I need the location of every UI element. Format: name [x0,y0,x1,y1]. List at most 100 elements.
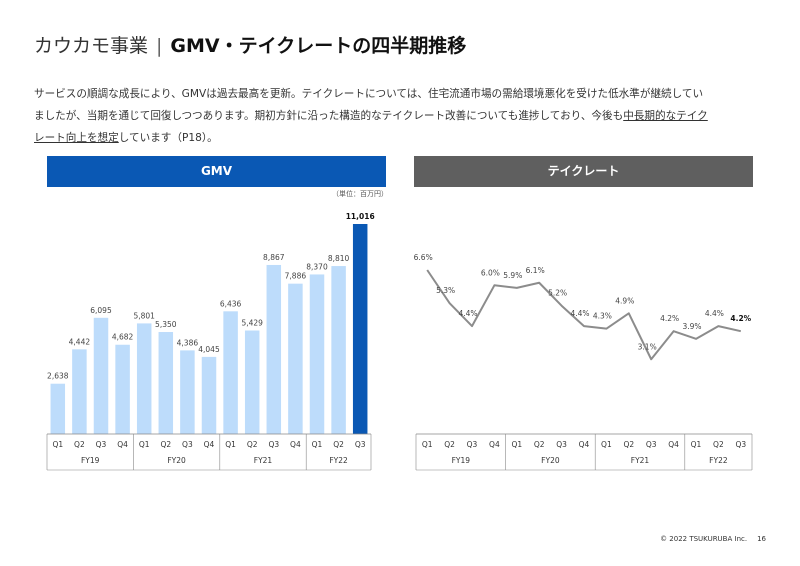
x-tick-label: Q3 [182,440,193,449]
description-text: サービスの順調な成長により、GMVは過去最高を更新。テイクレートについては、住宅… [34,83,768,149]
x-tick-label: Q1 [601,440,612,449]
x-tick-label: Q2 [623,440,634,449]
x-tick-label: Q1 [691,440,702,449]
gmv-bar [93,317,109,434]
gmv-bar [201,356,217,434]
gmv-data-label: 8,867 [263,253,285,262]
take-rate-data-label: 5.3% [436,286,455,295]
gmv-bar [50,383,66,434]
take-rate-data-label: 5.9% [503,271,522,280]
gmv-bar [115,344,130,434]
title-separator: | [156,35,163,57]
x-tick-label: Q3 [355,440,366,449]
take-rate-data-label: 4.4% [458,309,477,318]
take-rate-data-label: 6.6% [414,253,433,262]
take-rate-data-label: 4.4% [705,309,724,318]
take-rate-data-label: 4.9% [615,296,634,305]
take-rate-data-label: 3.9% [682,322,701,331]
gmv-data-label: 7,886 [285,272,307,281]
x-tick-label: Q2 [333,440,344,449]
take-rate-data-label: 4.2% [730,314,751,323]
x-tick-label: Q2 [534,440,545,449]
x-tick-label: Q3 [556,440,567,449]
x-tick-label: Q1 [312,440,323,449]
take-rate-data-label: 5.2% [548,289,567,298]
gmv-data-label: 6,095 [90,306,112,315]
gmv-data-label: 8,810 [328,254,350,263]
description-underline-2: レート向上を想定 [34,132,119,144]
gmv-bar [72,349,87,434]
description-line-2: ましたが、当期を通じて回復しつつあります。期初方針に沿った構造的なテイクレート改… [34,110,624,122]
fiscal-year-label: FY22 [709,456,728,465]
x-tick-label: Q1 [511,440,522,449]
x-tick-label: Q2 [713,440,724,449]
fiscal-year-label: FY21 [631,456,650,465]
fiscal-year-label: FY20 [167,456,186,465]
take-rate-panel-header: テイクレート [414,156,753,187]
x-tick-label: Q4 [290,440,301,449]
take-rate-line [426,269,742,361]
gmv-data-label: 11,016 [346,212,375,221]
x-tick-label: Q4 [579,440,590,449]
gmv-data-label: 8,370 [306,262,328,271]
take-rate-data-label: 4.4% [570,309,589,318]
gmv-bar [158,332,174,434]
x-tick-label: Q1 [225,440,236,449]
x-tick-label: Q4 [668,440,679,449]
gmv-bar [136,323,152,434]
x-tick-label: Q4 [489,440,500,449]
gmv-bar [180,350,195,434]
fiscal-year-label: FY20 [541,456,560,465]
gmv-data-label: 5,350 [155,320,177,329]
slide-title: カウカモ事業 | GMV・テイクレートの四半期推移 [34,31,466,58]
gmv-bar [309,274,325,434]
gmv-data-label: 5,801 [133,311,155,320]
copyright: © 2022 TSUKURUBA Inc. [660,535,748,543]
page-number: 16 [757,535,766,543]
x-tick-label: Q1 [422,440,433,449]
take-rate-data-label: 6.1% [526,266,545,275]
gmv-data-label: 4,045 [198,345,220,354]
gmv-bar [288,283,303,434]
fiscal-year-label: FY19 [452,456,471,465]
gmv-data-label: 4,682 [112,333,134,342]
x-tick-label: Q4 [117,440,128,449]
x-tick-label: Q2 [160,440,171,449]
x-tick-label: Q2 [444,440,455,449]
take-rate-data-label: 4.2% [660,314,679,323]
gmv-data-label: 5,429 [241,319,263,328]
x-tick-label: Q4 [204,440,215,449]
fiscal-year-label: FY19 [81,456,100,465]
take-rate-data-label: 3.1% [638,342,657,351]
description-line-1: サービスの順調な成長により、GMVは過去最高を更新。テイクレートについては、住宅… [34,88,704,100]
page-title: GMV・テイクレートの四半期推移 [170,35,467,57]
x-tick-label: Q3 [268,440,279,449]
gmv-data-label: 6,436 [220,299,242,308]
gmv-data-label: 2,638 [47,372,69,381]
gmv-data-label: 4,386 [177,338,199,347]
gmv-data-label: 4,442 [69,337,91,346]
description-line-3: しています（P18）。 [118,132,218,144]
x-tick-label: Q1 [52,440,63,449]
gmv-panel-header: GMV [47,156,386,187]
gmv-bar [266,264,282,434]
x-tick-label: Q3 [467,440,478,449]
x-tick-label: Q2 [74,440,85,449]
footer: © 2022 TSUKURUBA Inc. 16 [660,535,766,543]
description-underline-1: 中長期的なテイク [623,110,708,122]
take-rate-data-label: 4.3% [593,312,612,321]
x-tick-label: Q2 [247,440,258,449]
x-tick-label: Q3 [735,440,746,449]
gmv-bar [244,330,260,434]
gmv-unit-note: （単位：百万円） [332,190,388,198]
gmv-bar [223,311,238,434]
x-tick-label: Q1 [139,440,150,449]
take-rate-data-label: 6.0% [481,268,500,277]
fiscal-year-label: FY22 [329,456,348,465]
fiscal-year-label: FY21 [254,456,273,465]
gmv-bar [331,266,346,434]
gmv-bar [352,224,368,434]
x-tick-label: Q3 [646,440,657,449]
